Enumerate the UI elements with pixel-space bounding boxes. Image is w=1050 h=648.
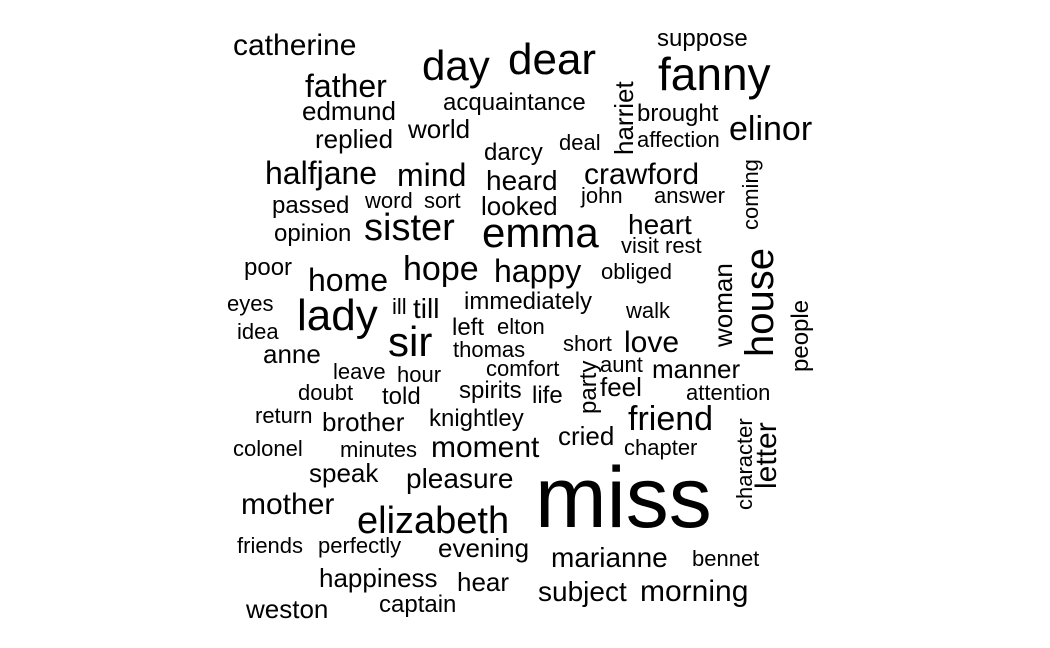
word-john: john	[580, 183, 623, 208]
word-deal: deal	[559, 130, 601, 155]
word-spirits: spirits	[459, 377, 522, 404]
word-people: people	[787, 300, 814, 372]
word-hear: hear	[457, 567, 509, 597]
word-lady: lady	[297, 291, 378, 340]
word-hope: hope	[403, 250, 479, 288]
word-letter: letter	[750, 422, 783, 489]
word-replied: replied	[315, 124, 393, 154]
word-party: party	[575, 361, 602, 414]
word-visit: visit	[621, 233, 659, 258]
word-speak: speak	[309, 458, 379, 488]
word-attention: attention	[686, 380, 770, 405]
word-harriet: harriet	[609, 81, 639, 155]
word-passed: passed	[272, 192, 349, 219]
word-brought: brought	[637, 100, 719, 127]
word-suppose: suppose	[657, 25, 748, 52]
word-cried: cried	[558, 421, 614, 451]
word-friends: friends	[237, 533, 303, 558]
word-aunt: aunt	[600, 352, 643, 377]
word-friend: friend	[628, 400, 713, 438]
word-elizabeth: elizabeth	[357, 500, 509, 542]
word-short: short	[563, 331, 612, 356]
word-knightley: knightley	[429, 405, 524, 432]
word-obliged: obliged	[601, 259, 672, 284]
word-heart: heart	[628, 209, 692, 240]
word-opinion: opinion	[274, 220, 351, 247]
word-mind: mind	[397, 157, 466, 193]
word-bennet: bennet	[692, 546, 759, 571]
word-house: house	[738, 248, 782, 357]
word-feel: feel	[600, 372, 642, 402]
word-home: home	[308, 262, 388, 298]
word-manner: manner	[652, 354, 740, 384]
word-edmund: edmund	[302, 96, 396, 126]
word-ill: ill	[392, 294, 407, 319]
word-emma: emma	[482, 209, 599, 256]
word-minutes: minutes	[340, 437, 417, 462]
word-happy: happy	[494, 253, 581, 289]
word-word: word	[364, 188, 413, 213]
word-life: life	[532, 382, 563, 409]
word-idea: idea	[237, 319, 279, 344]
word-father: father	[305, 68, 387, 104]
word-sir: sir	[388, 318, 432, 365]
word-poor: poor	[244, 254, 292, 281]
word-evening: evening	[438, 533, 529, 563]
word-left: left	[452, 314, 484, 341]
word-world: world	[407, 114, 470, 144]
word-darcy: darcy	[484, 139, 543, 166]
word-pleasure: pleasure	[406, 463, 513, 494]
word-moment: moment	[431, 431, 540, 464]
word-perfectly: perfectly	[318, 533, 401, 558]
word-walk: walk	[625, 298, 671, 323]
word-answer: answer	[654, 183, 725, 208]
word-halfjane: halfjane	[265, 155, 377, 191]
word-weston: weston	[245, 594, 328, 624]
word-happiness: happiness	[319, 563, 438, 593]
word-sort: sort	[424, 188, 461, 213]
word-leave: leave	[333, 359, 386, 384]
word-acquaintance: acquaintance	[443, 89, 586, 116]
word-woman: woman	[708, 263, 738, 348]
word-mother: mother	[241, 488, 334, 521]
word-affection: affection	[637, 127, 720, 152]
word-character: character	[732, 418, 757, 510]
word-hour: hour	[397, 362, 441, 387]
word-comfort: comfort	[486, 356, 559, 381]
word-coming: coming	[738, 159, 763, 230]
word-thomas: thomas	[453, 337, 525, 362]
word-chapter: chapter	[624, 435, 697, 460]
word-catherine: catherine	[233, 29, 356, 62]
word-day: day	[422, 42, 490, 89]
word-eyes: eyes	[227, 291, 273, 316]
word-fanny: fanny	[658, 48, 771, 100]
word-told: told	[382, 383, 421, 410]
word-rest: rest	[665, 233, 702, 258]
word-crawford: crawford	[584, 158, 699, 191]
word-elinor: elinor	[729, 110, 812, 148]
word-doubt: doubt	[298, 380, 353, 405]
word-colonel: colonel	[233, 436, 303, 461]
word-looked: looked	[481, 191, 558, 221]
word-morning: morning	[640, 575, 748, 608]
word-captain: captain	[379, 591, 456, 618]
word-sister: sister	[364, 207, 455, 249]
word-elton: elton	[497, 314, 545, 339]
word-miss: miss	[535, 450, 712, 546]
word-subject: subject	[538, 576, 627, 607]
word-till: till	[413, 293, 439, 324]
word-love: love	[624, 326, 679, 359]
word-dear: dear	[508, 35, 596, 84]
word-return: return	[255, 403, 312, 428]
word-anne: anne	[263, 339, 321, 369]
word-marianne: marianne	[551, 542, 668, 573]
word-immediately: immediately	[464, 288, 592, 315]
word-brother: brother	[322, 407, 405, 437]
word-heard: heard	[486, 165, 558, 196]
